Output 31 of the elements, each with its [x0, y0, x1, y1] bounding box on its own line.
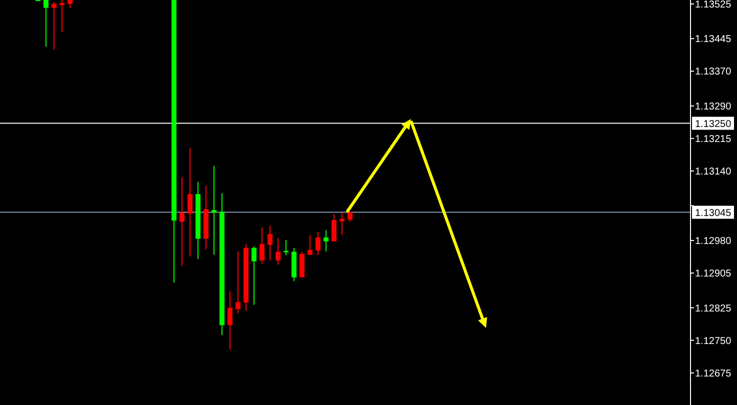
y-tick-label: 1.13445	[695, 34, 732, 46]
y-tick-label: 1.12750	[695, 336, 732, 347]
candlestick	[52, 2, 56, 50]
y-tick-label: 1.13370	[695, 66, 732, 78]
candlestick	[324, 230, 328, 252]
candlestick	[236, 250, 240, 314]
y-tick-label: 1.12825	[695, 303, 732, 314]
y-tick-label: 1.12980	[695, 236, 732, 247]
y-tick-label: 1.13140	[695, 166, 732, 178]
candlestick	[300, 251, 304, 278]
candlestick	[44, 0, 48, 48]
candlestick	[260, 226, 264, 264]
candlestick	[60, 0, 64, 33]
ref-line-label: 1.13045	[695, 208, 732, 219]
candlestick	[252, 246, 256, 306]
candlestick	[180, 176, 184, 267]
candlestick	[228, 290, 232, 350]
candlestick	[268, 224, 272, 261]
y-tick-label: 1.13525	[695, 0, 732, 10]
candlestick	[340, 212, 344, 236]
candlestick	[316, 231, 320, 256]
y-tick-label: 1.13290	[695, 101, 732, 112]
y-tick-label: 1.12905	[695, 268, 732, 280]
candlestick	[188, 148, 192, 258]
candlestick	[332, 214, 336, 242]
ref-line-label: 1.13250	[695, 118, 732, 130]
y-tick-label: 1.13215	[695, 134, 732, 145]
y-tick-label: 1.12675	[695, 368, 732, 380]
candlestick	[276, 237, 280, 266]
candlestick	[212, 165, 216, 256]
candlestick	[308, 234, 312, 256]
